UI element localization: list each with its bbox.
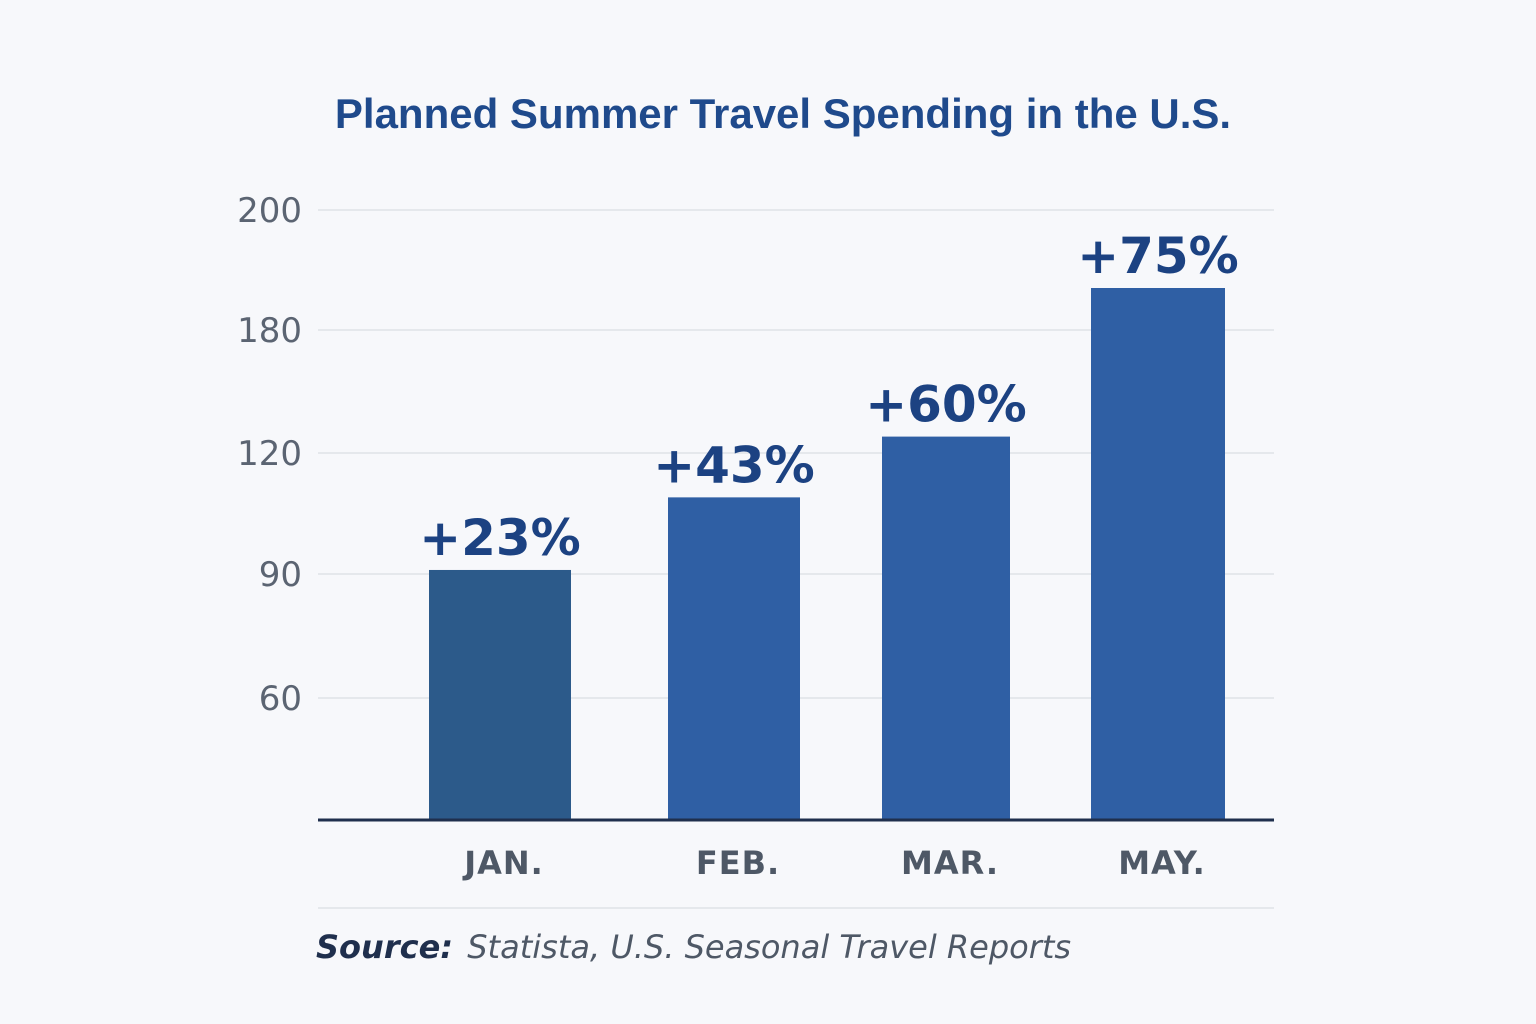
data-label: +75%	[1077, 227, 1239, 285]
x-axis-ticks: JAN. FEB. MAR. MAY.	[462, 844, 1206, 882]
data-label: +23%	[419, 509, 581, 567]
x-tick-label: MAY.	[1118, 844, 1206, 882]
bar	[429, 569, 571, 820]
data-labels: +23% +43% +60% +75%	[419, 227, 1239, 567]
y-tick-label: 180	[237, 311, 302, 351]
x-tick-label: FEB.	[696, 844, 780, 882]
chart-title: Planned Summer Travel Spending in the U.…	[335, 90, 1231, 137]
source-note: Source: Statista, U.S. Seasonal Travel R…	[316, 928, 1071, 966]
y-tick-label: 90	[259, 555, 302, 595]
y-tick-label: 120	[237, 434, 302, 474]
bar	[882, 436, 1010, 820]
y-tick-label: 200	[237, 191, 302, 231]
bar	[668, 497, 800, 820]
source-text: Statista, U.S. Seasonal Travel Reports	[457, 928, 1071, 966]
x-tick-label: MAR.	[901, 844, 999, 882]
source-prefix: Source:	[316, 928, 453, 966]
x-tick-label: JAN.	[462, 844, 544, 882]
bar	[1091, 288, 1225, 820]
data-label: +43%	[653, 436, 815, 494]
bars	[429, 288, 1225, 820]
y-axis-ticks: 60 90 120 180 200	[237, 191, 302, 719]
data-label: +60%	[865, 376, 1027, 434]
y-tick-label: 60	[259, 679, 302, 719]
